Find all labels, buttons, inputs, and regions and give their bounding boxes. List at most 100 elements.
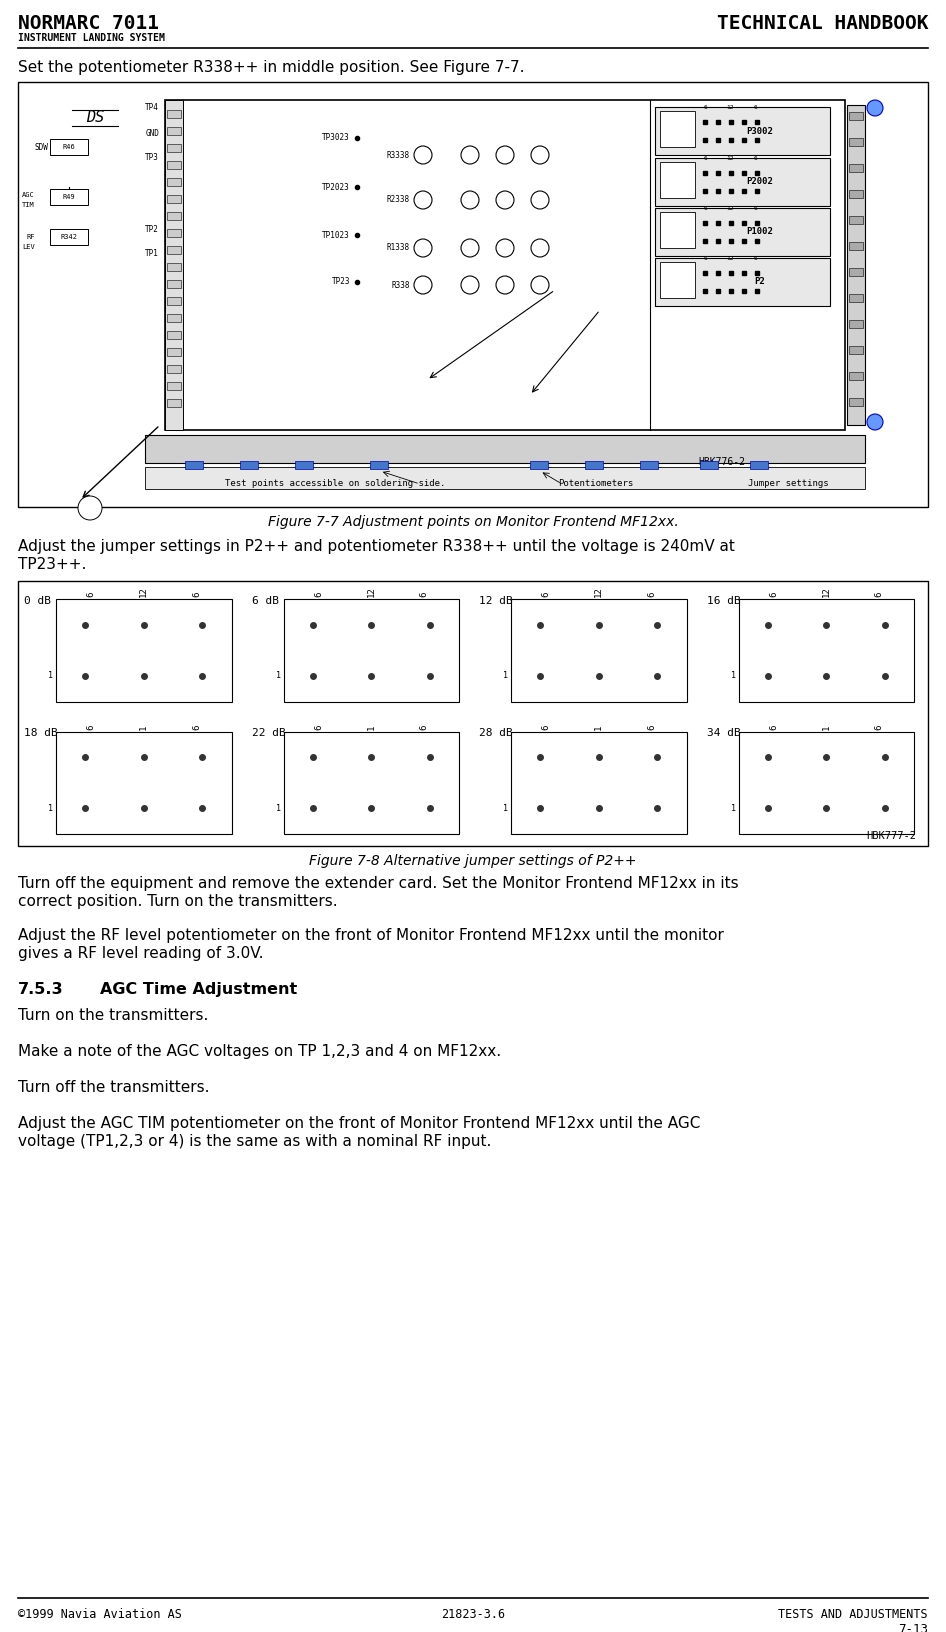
- Circle shape: [867, 415, 883, 429]
- Text: R338: R338: [392, 281, 410, 289]
- Text: 6: 6: [542, 725, 551, 730]
- Bar: [18, 82, 928, 508]
- Circle shape: [531, 276, 549, 294]
- Text: 6: 6: [769, 725, 779, 730]
- Bar: [18, 581, 928, 845]
- Bar: [660, 263, 695, 299]
- Text: TECHNICAL HANDBOOK: TECHNICAL HANDBOOK: [716, 15, 928, 33]
- Text: TP1: TP1: [145, 248, 159, 258]
- Text: HBK776-2: HBK776-2: [698, 457, 745, 467]
- Text: 6: 6: [87, 592, 96, 597]
- Text: Adjust the jumper settings in P2++ and potentiometer R338++ until the voltage is: Adjust the jumper settings in P2++ and p…: [18, 539, 735, 553]
- Text: 12: 12: [139, 586, 149, 597]
- Text: P2: P2: [755, 277, 765, 287]
- Text: P1002: P1002: [746, 227, 774, 237]
- Bar: [240, 460, 258, 468]
- Text: 12: 12: [727, 206, 734, 211]
- Text: 6: 6: [647, 725, 656, 730]
- Bar: [849, 215, 863, 224]
- Bar: [167, 127, 181, 135]
- Text: 6: 6: [703, 157, 707, 162]
- Text: 18 dB: 18 dB: [24, 728, 58, 739]
- Text: 12 dB: 12 dB: [479, 596, 513, 605]
- Text: Adjust the AGC TIM potentiometer on the front of Monitor Frontend MF12xx until t: Adjust the AGC TIM potentiometer on the …: [18, 1116, 700, 1131]
- Bar: [655, 207, 830, 256]
- Bar: [167, 178, 181, 186]
- Bar: [847, 104, 865, 424]
- Text: 6: 6: [419, 725, 429, 730]
- Text: Set the potentiometer R338++ in middle position. See Figure 7-7.: Set the potentiometer R338++ in middle p…: [18, 60, 524, 75]
- Text: 1: 1: [730, 671, 735, 681]
- Bar: [167, 263, 181, 271]
- Bar: [849, 242, 863, 250]
- Bar: [511, 599, 687, 702]
- Bar: [167, 194, 181, 202]
- Text: P2002: P2002: [746, 178, 774, 186]
- Text: R49: R49: [62, 194, 76, 201]
- Text: 1: 1: [367, 725, 376, 730]
- Circle shape: [78, 496, 102, 521]
- Text: voltage (TP1,2,3 or 4) is the same as with a nominal RF input.: voltage (TP1,2,3 or 4) is the same as wi…: [18, 1134, 491, 1149]
- Bar: [750, 460, 768, 468]
- Bar: [849, 163, 863, 171]
- Text: 6: 6: [87, 725, 96, 730]
- Text: 6: 6: [703, 104, 707, 109]
- Bar: [849, 139, 863, 145]
- Text: 12: 12: [822, 586, 831, 597]
- Bar: [849, 113, 863, 121]
- Text: Turn off the transmitters.: Turn off the transmitters.: [18, 1080, 209, 1095]
- Bar: [700, 460, 718, 468]
- Text: AGC Time Adjustment: AGC Time Adjustment: [100, 982, 297, 997]
- Bar: [167, 109, 181, 118]
- Bar: [167, 348, 181, 356]
- Circle shape: [414, 145, 432, 163]
- Text: 12: 12: [727, 157, 734, 162]
- Text: 16 dB: 16 dB: [707, 596, 741, 605]
- Text: Turn off the equipment and remove the extender card. Set the Monitor Frontend MF: Turn off the equipment and remove the ex…: [18, 876, 739, 891]
- Text: 6: 6: [753, 104, 757, 109]
- Text: TP4: TP4: [145, 103, 159, 113]
- Text: 6: 6: [703, 206, 707, 211]
- Text: 1: 1: [503, 805, 508, 813]
- Text: Test points accessible on soldering side.: Test points accessible on soldering side…: [225, 480, 446, 488]
- Circle shape: [496, 276, 514, 294]
- Bar: [50, 139, 88, 155]
- Text: 6: 6: [314, 592, 324, 597]
- Bar: [167, 382, 181, 390]
- Bar: [145, 467, 865, 490]
- Bar: [655, 258, 830, 307]
- Bar: [167, 144, 181, 152]
- Circle shape: [414, 276, 432, 294]
- Bar: [167, 281, 181, 287]
- Bar: [167, 297, 181, 305]
- Text: 12: 12: [727, 104, 734, 109]
- Text: 21823-3.6: 21823-3.6: [441, 1608, 505, 1621]
- Text: R2338: R2338: [387, 196, 410, 204]
- Bar: [660, 212, 695, 248]
- Text: TP3023: TP3023: [323, 134, 350, 142]
- Bar: [739, 599, 914, 702]
- Circle shape: [531, 145, 549, 163]
- Text: HBK777-2: HBK777-2: [866, 831, 916, 840]
- Text: 1: 1: [48, 805, 53, 813]
- Bar: [167, 212, 181, 220]
- Text: 6: 6: [753, 206, 757, 211]
- Text: 6: 6: [753, 256, 757, 261]
- Bar: [849, 268, 863, 276]
- Text: 34 dB: 34 dB: [707, 728, 741, 739]
- Text: TIM: TIM: [23, 202, 35, 207]
- Text: R342: R342: [61, 233, 78, 240]
- Bar: [655, 108, 830, 155]
- Bar: [185, 460, 203, 468]
- Text: TP1023: TP1023: [323, 230, 350, 240]
- Text: 6 dB: 6 dB: [252, 596, 278, 605]
- Text: 6: 6: [542, 592, 551, 597]
- Circle shape: [461, 191, 479, 209]
- Text: INSTRUMENT LANDING SYSTEM: INSTRUMENT LANDING SYSTEM: [18, 33, 165, 42]
- Bar: [167, 331, 181, 339]
- Text: gives a RF level reading of 3.0V.: gives a RF level reading of 3.0V.: [18, 947, 264, 961]
- Bar: [167, 246, 181, 255]
- Text: TP2: TP2: [145, 225, 159, 235]
- Bar: [739, 731, 914, 834]
- Text: R46: R46: [62, 144, 76, 150]
